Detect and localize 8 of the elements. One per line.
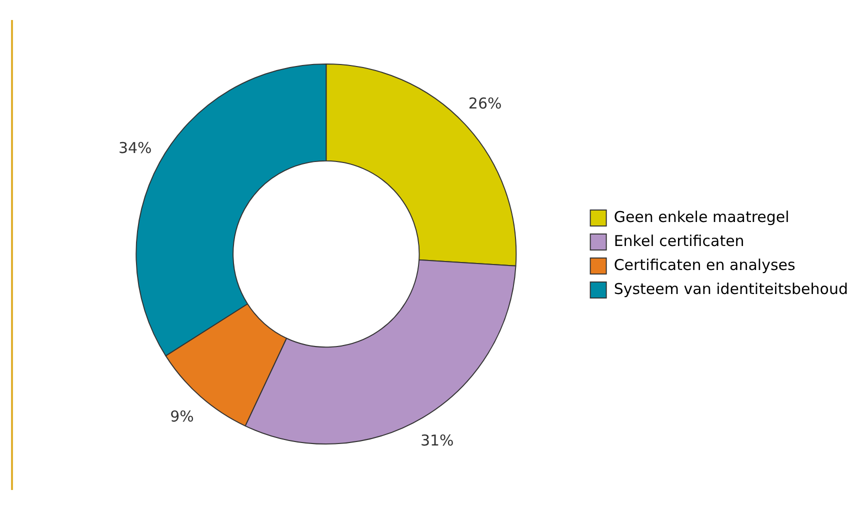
legend-label: Certificaten en analyses [614, 256, 796, 274]
legend-label: Enkel certificaten [614, 232, 744, 250]
legend-label: Geen enkele maatregel [614, 208, 790, 226]
data-label: 9% [170, 407, 194, 426]
data-label: 34% [118, 138, 152, 157]
data-label: 26% [468, 94, 502, 113]
data-label: 31% [420, 432, 454, 450]
legend-label: Systeem van identiteitsbehoud [614, 280, 848, 298]
